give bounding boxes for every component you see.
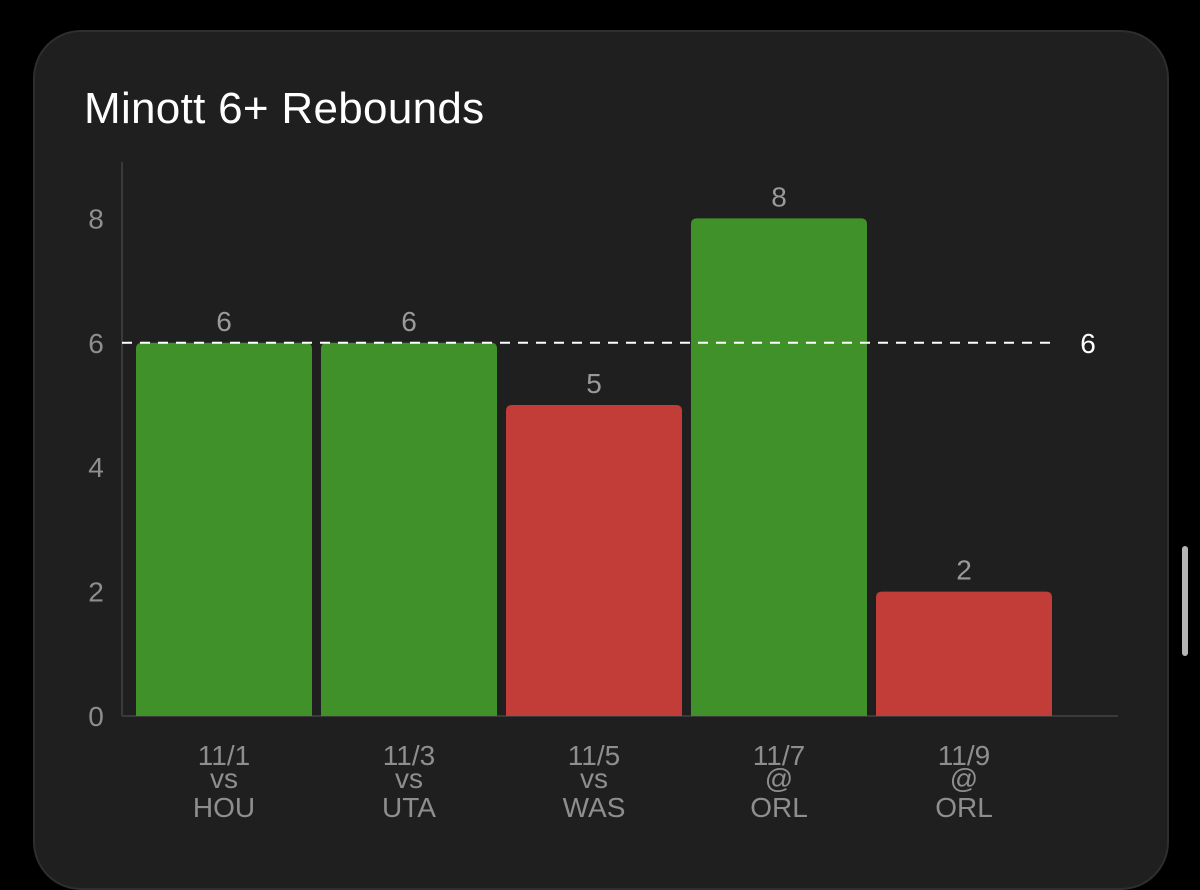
- y-tick-label: 8: [88, 203, 104, 234]
- threshold-label: 6: [1080, 328, 1096, 359]
- chart-title: Minott 6+ Rebounds: [84, 84, 485, 133]
- x-tick-date: 11/7: [753, 740, 805, 771]
- x-tick-opponent: ORL: [750, 792, 808, 823]
- y-tick-label: 0: [88, 701, 104, 732]
- bar-value-label: 2: [956, 555, 972, 586]
- x-tick-location: @: [765, 763, 793, 794]
- x-tick-opponent: HOU: [193, 792, 255, 823]
- x-tick-date: 11/5: [568, 740, 620, 771]
- bar-value-label: 5: [586, 368, 602, 399]
- y-tick-label: 6: [88, 328, 104, 359]
- scrollbar[interactable]: [1182, 546, 1188, 656]
- x-tick-location: vs: [395, 763, 423, 794]
- y-tick-label: 4: [88, 452, 104, 483]
- x-tick-location: vs: [210, 763, 238, 794]
- x-tick-opponent: WAS: [563, 792, 626, 823]
- x-tick-date: 11/3: [383, 740, 435, 771]
- bar-11-9: [876, 591, 1052, 716]
- x-tick-location: vs: [580, 763, 608, 794]
- x-tick-opponent: ORL: [935, 792, 993, 823]
- bar-11-5: [506, 405, 682, 716]
- bar-value-label: 6: [216, 306, 232, 337]
- x-tick-location: @: [950, 763, 978, 794]
- x-tick-date: 11/9: [938, 740, 990, 771]
- x-tick-date: 11/1: [198, 740, 250, 771]
- bar-11-1: [136, 342, 312, 716]
- x-tick-opponent: UTA: [382, 792, 436, 823]
- bar-value-label: 8: [771, 181, 787, 212]
- bar-11-7: [691, 218, 867, 716]
- bar-value-label: 6: [401, 306, 417, 337]
- bar-11-3: [321, 342, 497, 716]
- y-tick-label: 2: [88, 577, 104, 608]
